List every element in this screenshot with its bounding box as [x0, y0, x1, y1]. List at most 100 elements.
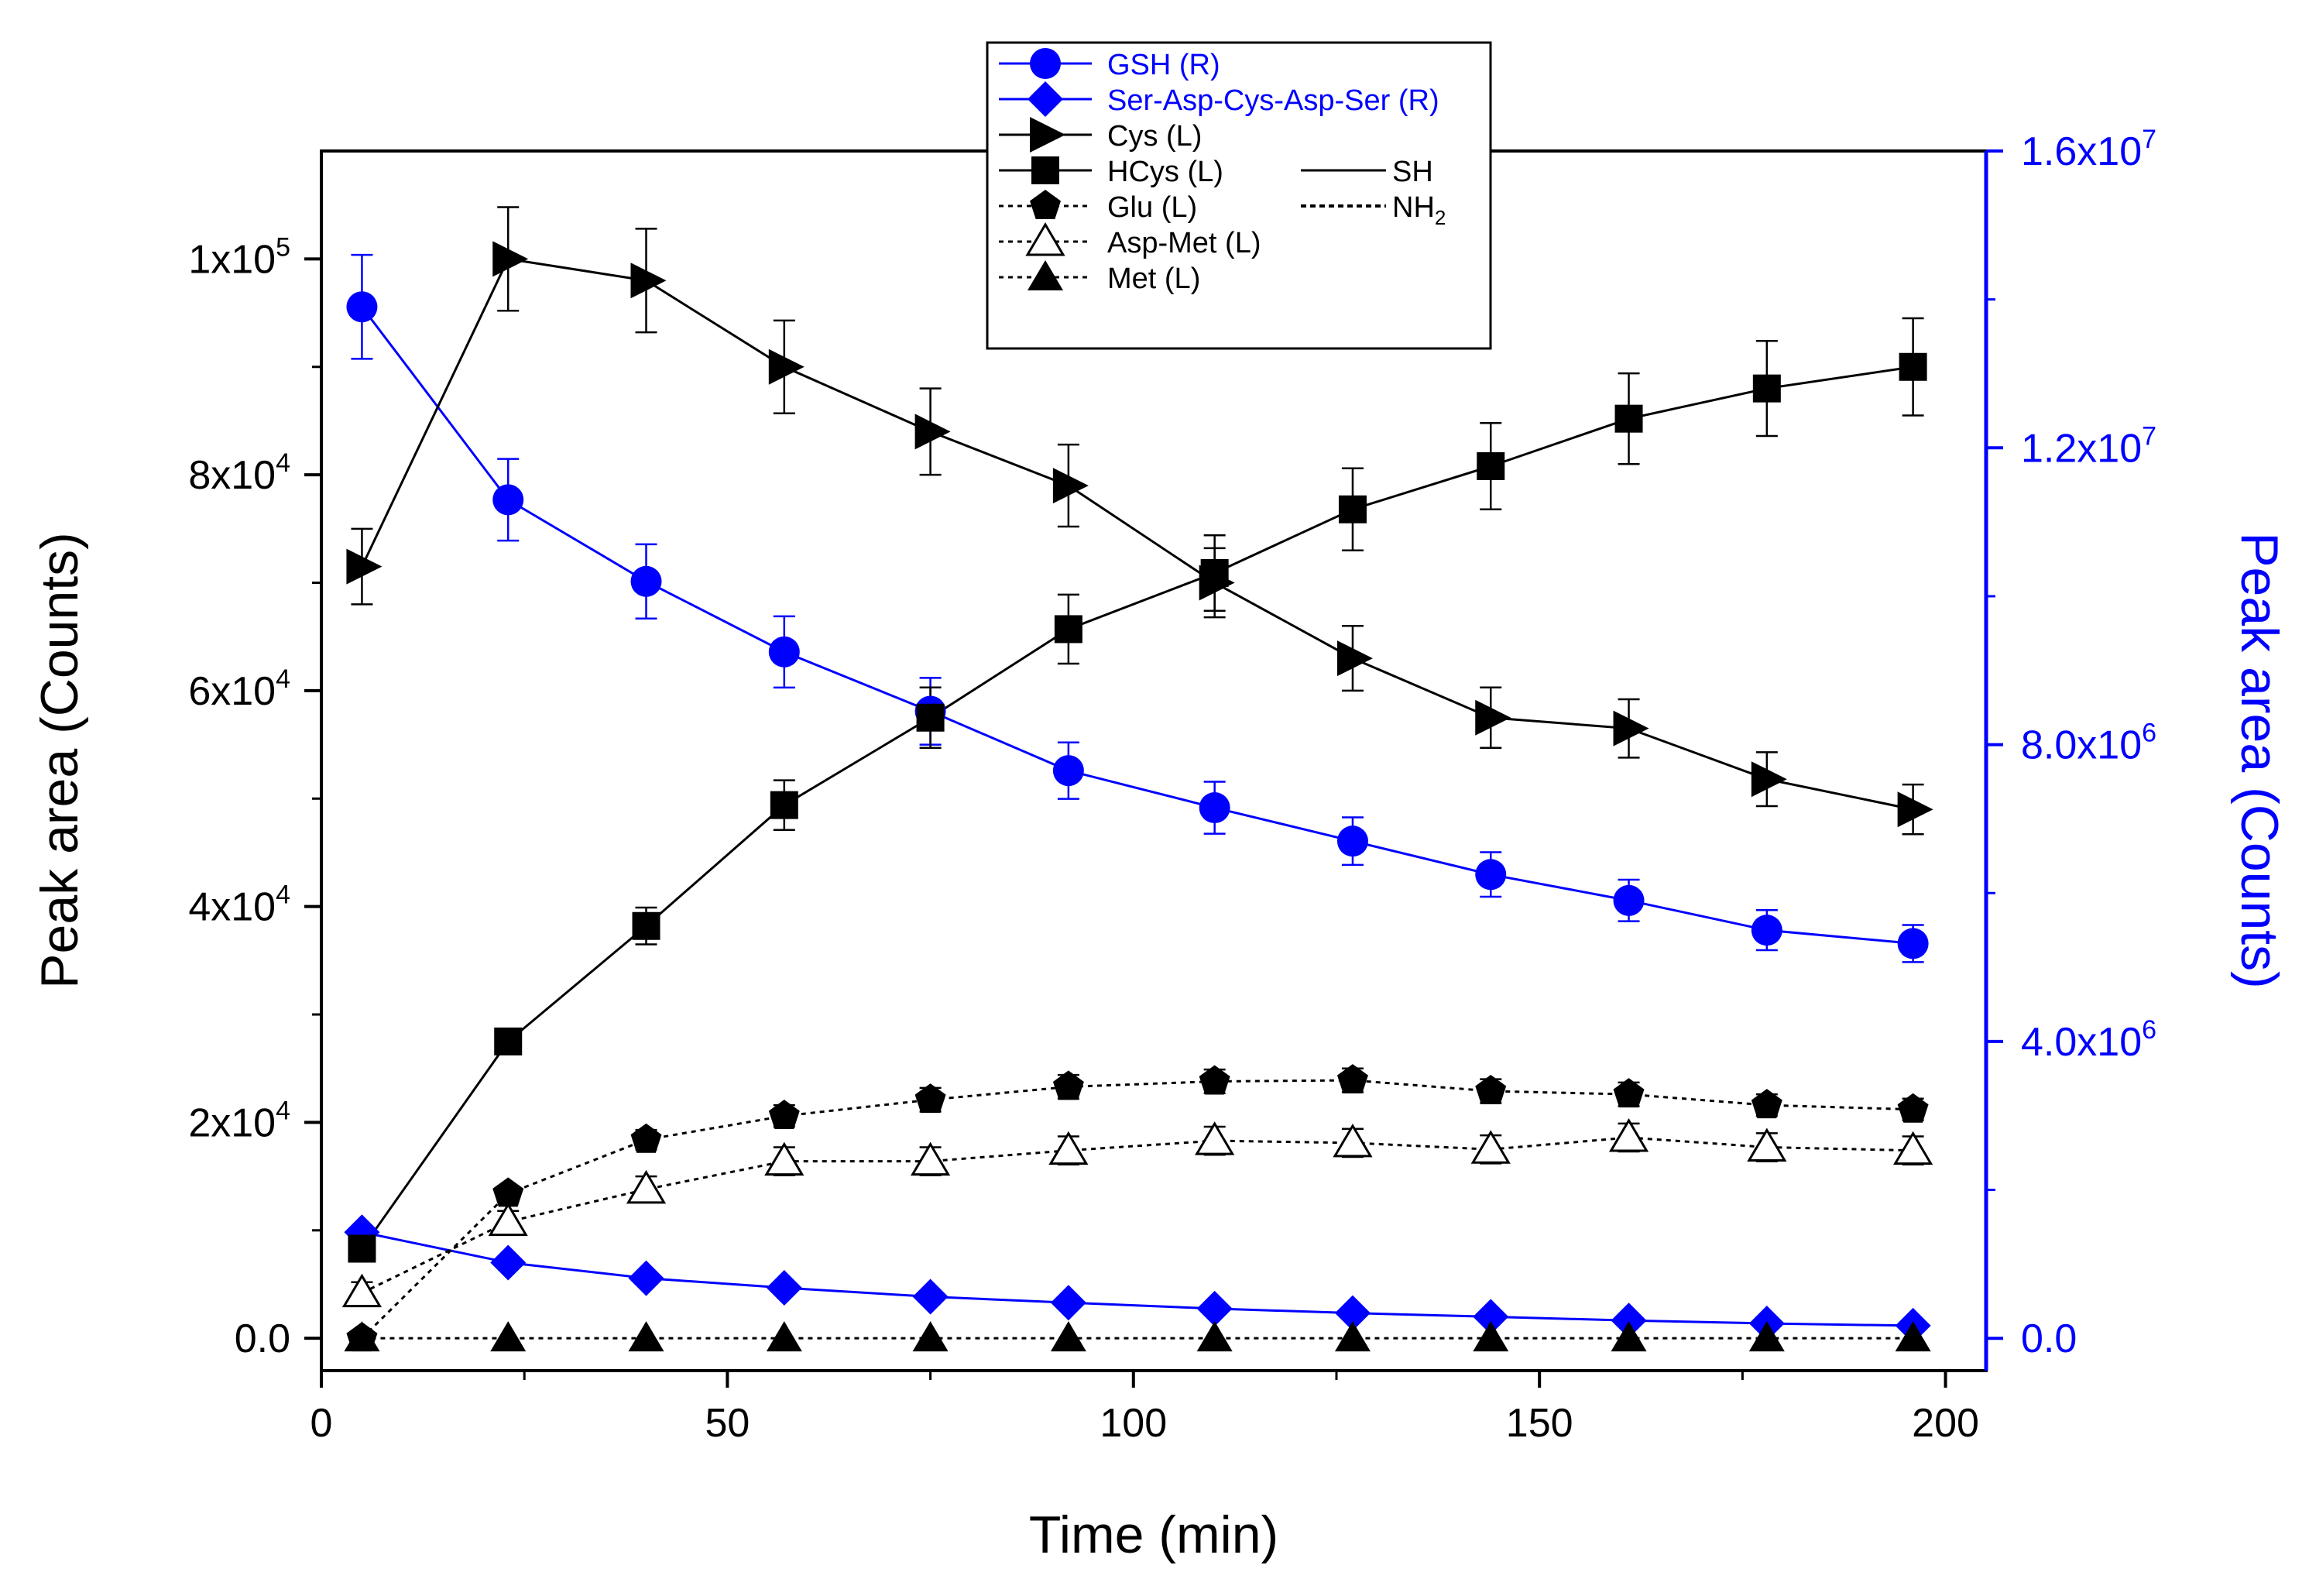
data-point-asp-met-l	[1195, 1121, 1235, 1155]
data-point-ser-asp-cys-asp-ser-r	[490, 1244, 527, 1281]
data-point-gsh-r	[1199, 792, 1230, 824]
y-left-tick-label: 8x104	[188, 448, 290, 498]
data-point-asp-met-l	[1470, 1130, 1511, 1164]
legend-label-cys-l: Cys (L)	[1107, 120, 1202, 153]
data-point-cys-l	[768, 348, 805, 385]
y-left-tick-label: 6x104	[188, 664, 290, 714]
legend: GSH (R)Ser-Asp-Cys-Asp-Ser (R)Cys (L)HCy…	[986, 41, 1492, 350]
x-tick-label: 200	[1912, 1401, 1979, 1446]
data-point-met-l	[344, 1321, 380, 1352]
data-point-gsh-r	[1336, 825, 1368, 857]
y-right-tick-label: 1.2x107	[2021, 421, 2156, 471]
data-point-glu-l	[1199, 1065, 1230, 1095]
legend-marker-asp-met-l	[1025, 222, 1065, 256]
data-point-hcys-l	[1054, 615, 1082, 644]
legend-label-ser-asp-cys-asp-ser-r: Ser-Asp-Cys-Asp-Ser (R)	[1107, 84, 1439, 117]
data-point-hcys-l	[1200, 558, 1229, 587]
legend-marker-met-l	[1028, 260, 1063, 290]
data-point-ser-asp-cys-asp-ser-r	[1050, 1285, 1086, 1321]
data-point-glu-l	[1475, 1075, 1507, 1104]
data-point-asp-met-l	[1747, 1127, 1787, 1162]
legend-key-label-solid: SH	[1392, 156, 1433, 188]
y-right-tick-label: 1.6x107	[2021, 125, 2156, 174]
data-point-asp-met-l	[910, 1141, 951, 1176]
data-point-gsh-r	[492, 484, 524, 516]
series-line-cys-l	[361, 257, 1913, 811]
legend-label-glu-l: Glu (L)	[1107, 191, 1197, 224]
legend-key-label-dotted: NH2	[1392, 191, 1446, 229]
data-point-asp-met-l	[764, 1141, 805, 1176]
data-point-met-l	[766, 1321, 802, 1352]
data-point-met-l	[1050, 1321, 1086, 1352]
legend-label-gsh-r: GSH (R)	[1107, 49, 1220, 81]
series-line-hcys-l	[361, 366, 1913, 1250]
data-point-asp-met-l	[1333, 1123, 1373, 1158]
y-left-tick-label: 0.0	[235, 1316, 290, 1361]
x-tick-label: 0	[310, 1401, 333, 1446]
data-point-met-l	[912, 1321, 949, 1352]
data-point-asp-met-l	[626, 1169, 667, 1204]
data-point-hcys-l	[770, 791, 798, 819]
data-point-met-l	[1748, 1321, 1785, 1352]
y-axis-label-right: Peak area (Counts)	[2230, 532, 2289, 989]
y-axis-label-left: Peak area (Counts)	[30, 532, 89, 989]
data-point-glu-l	[914, 1083, 946, 1114]
x-tick-label: 50	[705, 1401, 750, 1446]
data-point-glu-l	[1336, 1064, 1368, 1094]
data-point-hcys-l	[1338, 495, 1367, 523]
data-point-gsh-r	[768, 636, 800, 668]
data-point-hcys-l	[1614, 404, 1643, 433]
x-tick-label: 150	[1506, 1401, 1573, 1446]
data-point-met-l	[1196, 1321, 1233, 1352]
data-point-glu-l	[492, 1177, 524, 1207]
series-lines-layer	[361, 257, 1913, 1340]
data-point-hcys-l	[348, 1234, 376, 1263]
data-point-hcys-l	[1752, 374, 1781, 403]
legend-marker-glu-l	[1030, 190, 1061, 219]
data-point-gsh-r	[346, 291, 378, 323]
data-point-met-l	[1895, 1321, 1931, 1352]
data-point-cys-l	[914, 414, 951, 450]
data-point-asp-met-l	[1608, 1117, 1649, 1152]
legend-marker-cys-l	[1030, 117, 1065, 153]
data-point-cys-l	[1751, 761, 1787, 798]
legend-label-hcys-l: HCys (L)	[1107, 156, 1223, 188]
data-point-asp-met-l	[1048, 1131, 1089, 1165]
data-point-cys-l	[492, 241, 529, 277]
y-right-tick-label: 4.0x106	[2021, 1015, 2156, 1065]
data-point-glu-l	[1897, 1093, 1929, 1123]
series-line-glu-l	[361, 1079, 1913, 1340]
data-point-gsh-r	[1897, 928, 1929, 959]
data-point-glu-l	[768, 1100, 800, 1130]
data-point-hcys-l	[1899, 352, 1927, 381]
x-tick-label: 100	[1100, 1401, 1167, 1446]
axes-layer: 0 50 100 150 200 0.0 2x104 4x104 6x104 8x104 1x105…	[188, 125, 2156, 1446]
data-point-met-l	[1473, 1321, 1509, 1352]
legend-marker-hcys-l	[1031, 156, 1059, 184]
series-line-ser-asp-cys-asp-ser-r	[362, 1230, 1913, 1327]
legend-label-met-l: Met (L)	[1107, 263, 1200, 295]
data-point-gsh-r	[1613, 884, 1645, 916]
y-right-tick-label: 0.0	[2021, 1316, 2077, 1361]
data-point-cys-l	[1052, 468, 1089, 504]
error-bars-layer	[351, 206, 1924, 1305]
series-line-gsh-r	[361, 306, 1913, 945]
data-point-asp-met-l	[341, 1273, 383, 1308]
data-point-cys-l	[346, 548, 383, 585]
data-point-ser-asp-cys-asp-ser-r	[766, 1270, 802, 1306]
data-point-asp-met-l	[488, 1202, 528, 1237]
x-axis-label: Time (min)	[1029, 1505, 1278, 1564]
data-point-ser-asp-cys-asp-ser-r	[1196, 1290, 1233, 1327]
data-point-hcys-l	[494, 1027, 523, 1055]
legend-label-asp-met-l: Asp-Met (L)	[1107, 227, 1261, 259]
data-point-ser-asp-cys-asp-ser-r	[1473, 1299, 1509, 1335]
data-point-glu-l	[630, 1123, 662, 1153]
data-point-met-l	[1334, 1321, 1371, 1352]
data-point-met-l	[490, 1321, 527, 1352]
y-left-tick-label: 4x104	[188, 880, 290, 930]
markers-layer	[341, 241, 1933, 1352]
data-point-ser-asp-cys-asp-ser-r	[1334, 1295, 1371, 1331]
data-point-hcys-l	[916, 703, 945, 732]
data-point-glu-l	[1751, 1089, 1782, 1119]
